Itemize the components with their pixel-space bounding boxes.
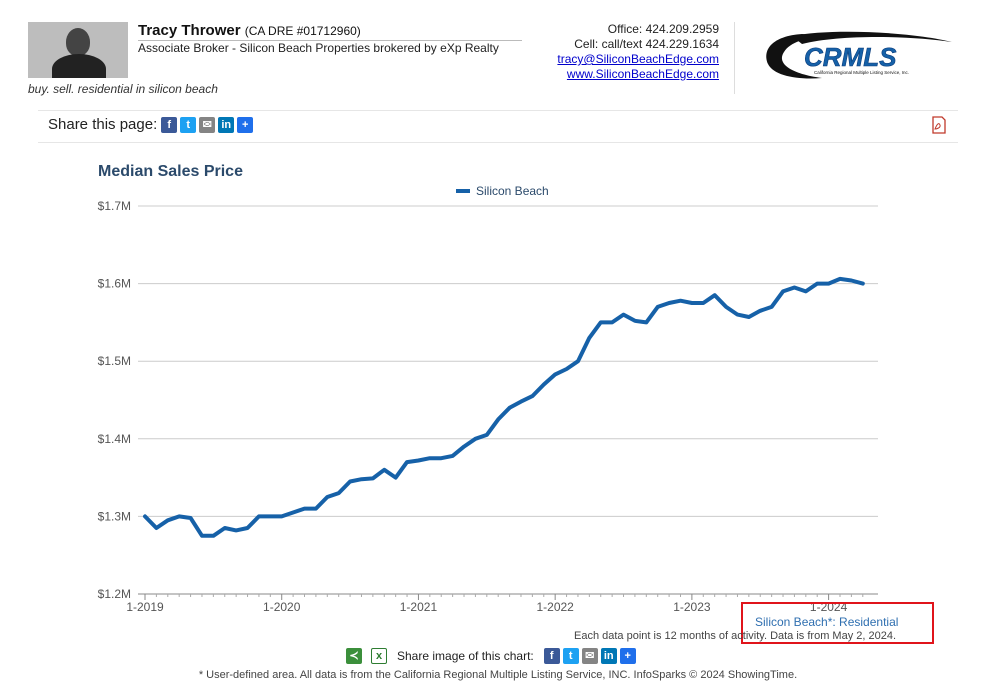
x-tick-label: 1-2020 xyxy=(263,600,301,614)
x-tick-label: 1-2022 xyxy=(536,600,574,614)
twitter-icon[interactable]: t xyxy=(180,116,197,133)
twitter-icon[interactable]: t xyxy=(562,648,579,664)
footnote: * User-defined area. All data is from th… xyxy=(198,669,798,681)
selection-highlight-box xyxy=(741,602,934,644)
excel-icon[interactable]: x xyxy=(371,648,387,664)
cell-phone: Cell: call/text 424.229.1634 xyxy=(574,37,719,51)
logo-text: CRMLS xyxy=(804,42,897,72)
email-icon[interactable]: ✉ xyxy=(581,648,598,664)
y-tick-label: $1.2M xyxy=(98,587,131,601)
chart-legend[interactable]: Silicon Beach xyxy=(456,184,549,198)
logo-subtext: California Regional Multiple Listing Ser… xyxy=(814,70,909,75)
y-tick-label: $1.3M xyxy=(98,509,131,523)
share-page-bar: Share this page: f t ✉ in + xyxy=(48,116,254,133)
pdf-icon[interactable] xyxy=(931,116,947,134)
area-selection-link[interactable]: Silicon Beach*: Residential xyxy=(755,615,899,629)
share-page-label: Share this page: xyxy=(48,116,158,133)
plus-share-icon[interactable]: + xyxy=(237,116,254,133)
share-chart-bar: ≺ x Share image of this chart: f t ✉ in … xyxy=(343,648,636,664)
contact-block: Office: 424.209.2959 Cell: call/text 424… xyxy=(557,22,719,82)
agent-tagline: buy. sell. residential in silicon beach xyxy=(28,82,218,96)
chart-title: Median Sales Price xyxy=(98,163,243,180)
x-tick-label: 1-2023 xyxy=(673,600,711,614)
legend-label: Silicon Beach xyxy=(476,184,549,198)
email-link[interactable]: tracy@SiliconBeachEdge.com xyxy=(557,52,719,66)
median-price-chart: $1.2M $1.3M $1.4M $1.5M $1.6M $1.7M 1-2019 1-20… xyxy=(98,199,878,614)
x-tick-label: 1-2019 xyxy=(126,600,164,614)
y-tick-label: $1.5M xyxy=(98,354,131,368)
legend-swatch xyxy=(456,189,470,193)
agent-photo xyxy=(28,22,128,78)
agent-dre: (CA DRE #01712960) xyxy=(244,24,361,38)
plus-share-icon[interactable]: + xyxy=(619,648,636,664)
linkedin-icon[interactable]: in xyxy=(218,116,235,133)
y-tick-label: $1.7M xyxy=(98,199,131,213)
facebook-icon[interactable]: f xyxy=(543,648,560,664)
data-note: Each data point is 12 months of activity… xyxy=(574,630,897,642)
share-chart-icon[interactable]: ≺ xyxy=(346,648,362,664)
agent-title: Associate Broker - Silicon Beach Propert… xyxy=(138,41,499,55)
website-link[interactable]: www.SiliconBeachEdge.com xyxy=(566,67,719,81)
facebook-icon[interactable]: f xyxy=(161,116,178,133)
x-tick-label: 1-2021 xyxy=(400,600,438,614)
y-tick-label: $1.4M xyxy=(98,432,131,446)
series-line-silicon-beach xyxy=(143,276,865,538)
share-chart-label: Share image of this chart: xyxy=(397,649,534,663)
agent-header: Tracy Thrower (CA DRE #01712960) Associa… xyxy=(0,0,996,110)
agent-name: Tracy Thrower (CA DRE #01712960) xyxy=(138,22,361,39)
crmls-logo[interactable]: CRMLS California Regional Multiple Listi… xyxy=(762,30,956,82)
agent-name-text: Tracy Thrower xyxy=(138,22,241,39)
linkedin-icon[interactable]: in xyxy=(600,648,617,664)
email-icon[interactable]: ✉ xyxy=(199,116,216,133)
y-tick-label: $1.6M xyxy=(98,277,131,291)
office-phone: Office: 424.209.2959 xyxy=(607,22,719,36)
